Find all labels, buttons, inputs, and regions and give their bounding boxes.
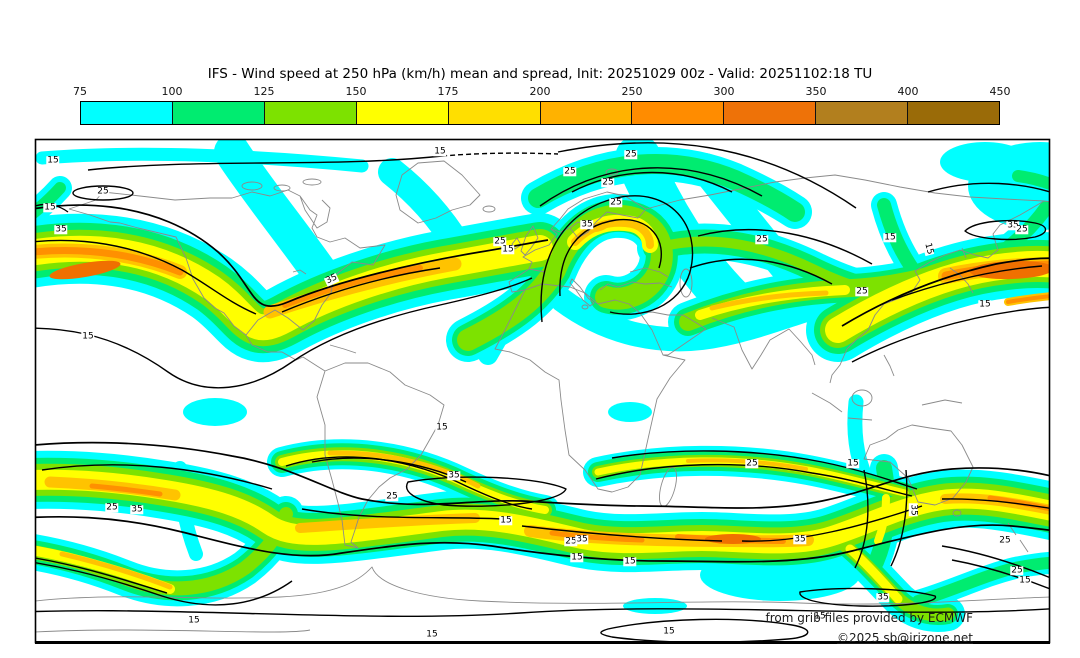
contour-label: 25 bbox=[1010, 565, 1024, 576]
contour-label: 25 bbox=[1015, 224, 1029, 235]
footer-credit-link[interactable]: ©2025 sb@irizone.net bbox=[837, 631, 973, 645]
contour-label: 15 bbox=[813, 611, 827, 622]
colorbar bbox=[80, 101, 1000, 125]
page-title: IFS - Wind speed at 250 hPa (km/h) mean … bbox=[207, 66, 873, 82]
contour-label: 15 bbox=[846, 458, 860, 469]
colorbar-segment bbox=[907, 102, 1000, 124]
colorbar-segment bbox=[447, 102, 540, 124]
contour-label: 25 bbox=[563, 166, 577, 177]
contour-label: 15 bbox=[43, 202, 57, 213]
contour-label: 15 bbox=[921, 241, 936, 257]
contour-label: 15 bbox=[623, 556, 637, 567]
contour-label: 15 bbox=[662, 626, 676, 637]
colorbar-segment bbox=[263, 102, 356, 124]
contour-label: 15 bbox=[883, 232, 897, 243]
contour-label: 15 bbox=[435, 422, 449, 433]
contour-label: 35 bbox=[1006, 220, 1020, 231]
colorbar-tick: 350 bbox=[805, 85, 827, 98]
spread-contours bbox=[36, 142, 1049, 642]
contour-label: 15 bbox=[570, 552, 584, 563]
contour-label: 15 bbox=[433, 146, 447, 157]
contour-label: 25 bbox=[624, 149, 638, 160]
contour-label: 15 bbox=[1018, 575, 1032, 586]
colorbar-tick: 125 bbox=[253, 85, 275, 98]
colorbar-segment bbox=[539, 102, 632, 124]
colorbar-segment bbox=[723, 102, 816, 124]
contour-label: 15 bbox=[81, 331, 95, 342]
contour-label: 35 bbox=[575, 534, 589, 545]
contour-label: 25 bbox=[745, 458, 759, 469]
colorbar-segment bbox=[81, 102, 172, 124]
colorbar-tick: 150 bbox=[345, 85, 367, 98]
colorbar-segment bbox=[815, 102, 908, 124]
footer-credit-ecmwf: from grib files provided by ECMWF bbox=[765, 611, 973, 625]
contour-label: 35 bbox=[447, 470, 461, 481]
colorbar-tick: 200 bbox=[529, 85, 551, 98]
contour-label: 25 bbox=[855, 286, 869, 297]
contour-label: 25 bbox=[493, 236, 507, 247]
contour-label: 25 bbox=[564, 536, 578, 547]
contour-label: 25 bbox=[601, 177, 615, 188]
contour-label: 15 bbox=[978, 299, 992, 310]
cyan-layer bbox=[0, 142, 1049, 615]
contour-label: 25 bbox=[755, 234, 769, 245]
contour-label: 35 bbox=[54, 224, 68, 235]
colorbar-segment bbox=[355, 102, 448, 124]
colorbar-tick: 400 bbox=[897, 85, 919, 98]
colorbar-segment bbox=[171, 102, 264, 124]
contour-label: 35 bbox=[793, 534, 807, 545]
colorbar-segment bbox=[631, 102, 724, 124]
colorbar-tick: 75 bbox=[73, 85, 87, 98]
colorbar-tick: 250 bbox=[621, 85, 643, 98]
colorbar-tick: 450 bbox=[989, 85, 1011, 98]
contour-label: 25 bbox=[609, 197, 623, 208]
contour-label: 35 bbox=[876, 592, 890, 603]
contour-label: 25 bbox=[998, 535, 1012, 546]
contour-label: 15 bbox=[425, 629, 439, 640]
colorbar-ticks: 75 100 125 150 175 200 250 300 350 400 450 bbox=[73, 85, 1011, 99]
colorbar-tick: 100 bbox=[161, 85, 183, 98]
contour-label: 35 bbox=[908, 503, 919, 517]
contour-label: 15 bbox=[499, 515, 513, 526]
contour-label: 35 bbox=[580, 219, 594, 230]
contour-label: 15 bbox=[187, 615, 201, 626]
contour-label: 25 bbox=[96, 186, 110, 197]
contour-label: 35 bbox=[130, 504, 144, 515]
wind-speed-fills bbox=[0, 142, 1049, 615]
cyan-patches bbox=[183, 142, 1049, 614]
colorbar-tick: 300 bbox=[713, 85, 735, 98]
contour-label: 15 bbox=[46, 155, 60, 166]
contour-label: 15 bbox=[501, 244, 515, 255]
contour-label: 25 bbox=[385, 491, 399, 502]
contour-label: 25 bbox=[105, 502, 119, 513]
colorbar-tick: 175 bbox=[437, 85, 459, 98]
